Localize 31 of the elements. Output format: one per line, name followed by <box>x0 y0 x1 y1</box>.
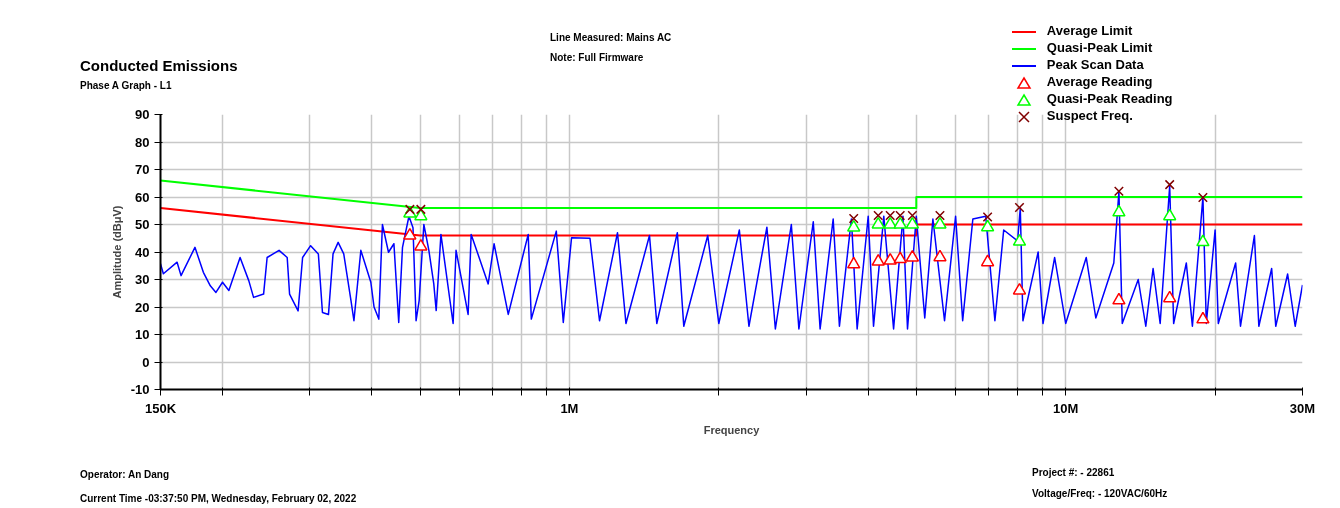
x-tick-label: 30M <box>1289 400 1316 416</box>
chart-title: Conducted Emissions <box>80 56 238 76</box>
legend-label: Average Limit <box>1045 22 1134 39</box>
y-tick-label: 70 <box>135 162 150 177</box>
y-tick-label: 0 <box>142 354 150 370</box>
x-tick-label: 150K <box>144 400 177 416</box>
y-tick-label: 90 <box>135 107 150 122</box>
legend-label: Suspect Freq. <box>1045 107 1134 124</box>
y-tick-label: 10 <box>135 327 150 342</box>
text: Voltage/Freq: - 120VAC/60Hz <box>1032 487 1168 501</box>
text: Project #: - 22861 <box>1032 466 1115 480</box>
y-tick-label: 40 <box>135 244 150 260</box>
y-tick-label: 30 <box>135 272 150 287</box>
text: Operator: An Dang <box>80 468 170 482</box>
text: Line Measured: Mains AC <box>550 31 672 45</box>
y-tick-label: 80 <box>135 134 150 150</box>
legend-label: Quasi-Peak Limit <box>1045 39 1154 56</box>
legend-label: Quasi-Peak Reading <box>1045 90 1173 107</box>
legend-label: Peak Scan Data <box>1045 56 1145 73</box>
y-axis-title: Amplitude (dBμV) <box>110 205 123 299</box>
x-tick-label: 1M <box>560 400 579 416</box>
y-tick-label: 20 <box>135 299 150 315</box>
y-tick-label: -10 <box>130 382 150 397</box>
x-tick-label: 10M <box>1053 400 1079 416</box>
y-tick-label: 60 <box>135 189 150 205</box>
text: Note: Full Firmware <box>550 51 644 65</box>
y-tick-label: 50 <box>135 217 150 232</box>
legend-label: Average Reading <box>1045 73 1154 90</box>
text: Current Time -03:37:50 PM, Wednesday, February 02, 2022 <box>80 492 357 506</box>
x-axis-title: Frequency <box>703 423 761 436</box>
chart-subtitle: Phase A Graph - L1 <box>80 79 172 93</box>
